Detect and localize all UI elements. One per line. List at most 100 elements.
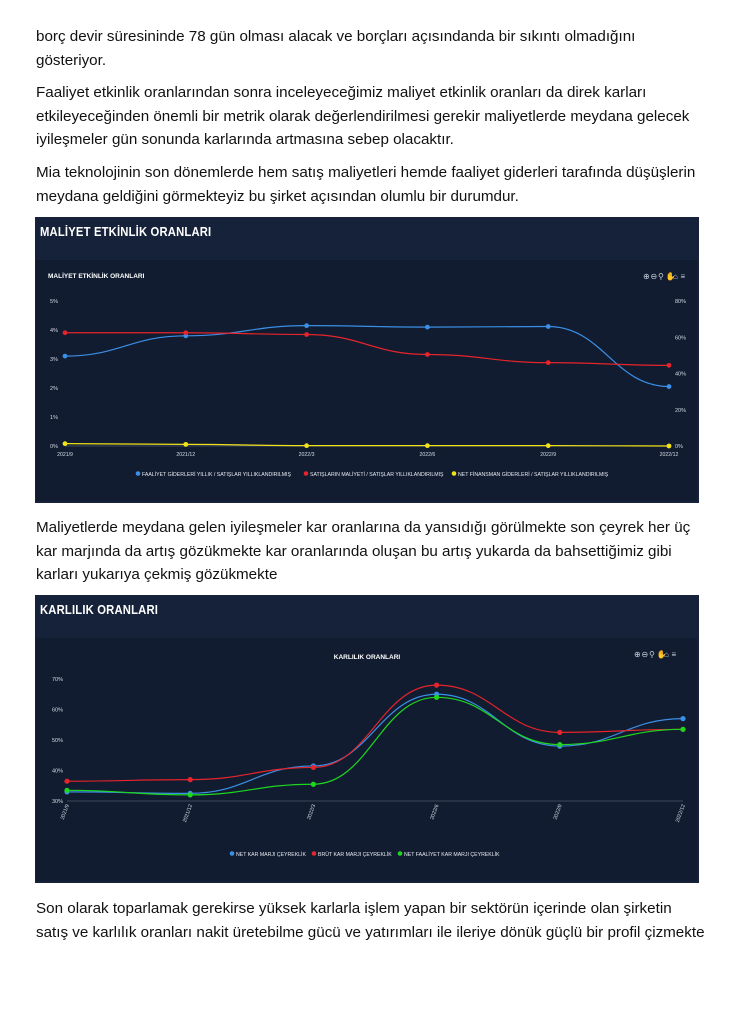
y-tick-label: 70% (52, 677, 63, 683)
chart-title: MALİYET ETKİNLİK ORANLARI (48, 272, 145, 280)
legend-marker (311, 851, 317, 856)
series-line (66, 696, 684, 796)
data-point (666, 362, 672, 368)
x-tick-label: 2022/9 (540, 452, 556, 458)
legend-marker (229, 851, 235, 856)
x-tick-label: 2022/9 (553, 804, 564, 821)
chart-title: KARLILIK ORANLARI (334, 654, 401, 661)
x-tick-label: 2022/3 (299, 452, 315, 458)
data-point (62, 330, 68, 336)
y-left-tick-label: 5% (50, 299, 58, 305)
x-tick-label: 2021/12 (182, 804, 194, 824)
data-point (434, 694, 440, 700)
paragraph-profit-margins: Maliyetlerde meydana gelen iyileşmeler k… (36, 519, 691, 583)
legend-item: NET KAR MARJI ÇEYREKLİK (236, 851, 306, 858)
data-point (557, 729, 563, 735)
paragraph-conclusion: Son olarak toparlamak gerekirse yüksek k… (36, 900, 705, 941)
legend-marker (303, 471, 309, 476)
data-point (304, 443, 309, 449)
paragraph-intro: borç devir süresininde 78 gün olması ala… (36, 28, 636, 69)
cost-efficiency-chart-area: MALİYET ETKİNLİK ORANLARI ⊕ ⊖ ⚲ ✋ ⌂ ≡ 0% 1% 2% 3% 4… (36, 260, 697, 501)
cost-efficiency-panel: MALİYET ETKİNLİK ORANLARI MALİYET ETKİNL… (35, 217, 699, 503)
y-left-tick-label: 2% (50, 386, 58, 392)
profitability-panel-title: KARLILIK ORANLARI (40, 603, 159, 617)
x-tick-label: 2022/12 (660, 452, 679, 458)
y-left-tick-label: 0% (50, 444, 58, 450)
data-point (62, 441, 68, 447)
data-point (183, 441, 189, 447)
data-point (557, 741, 563, 748)
paragraph-cost-decline: Mia teknolojinin son dönemlerde hem satı… (36, 164, 696, 205)
zoom-out-icon: ⊖ (642, 650, 649, 659)
series-line (65, 332, 670, 366)
menu-icon: ≡ (672, 650, 677, 659)
data-point (62, 353, 68, 359)
y-right-tick-label: 20% (675, 408, 686, 414)
data-point (310, 764, 316, 771)
magnifier-icon: ⚲ (658, 272, 664, 281)
profitability-chart: KARLILIK ORANLARI ⊕ ⊖ ⚲ ✋⌂ ≡ 30% 40% 50% 60% 70% 20… (52, 649, 687, 858)
legend-marker (451, 471, 457, 476)
data-point (183, 330, 189, 336)
data-point (666, 443, 672, 449)
data-point (64, 787, 70, 793)
x-tick-label: 2022/12 (675, 804, 687, 824)
legend-item: BRÜT KAR MARJI ÇEYREKLİK (318, 851, 392, 858)
legend-marker (397, 851, 403, 856)
paragraph-cost-efficiency: Faaliyet etkinlik oranlarından sonra inc… (36, 84, 690, 148)
magnifier-icon: ⚲ (649, 650, 655, 659)
x-tick-label: 2022/6 (429, 804, 440, 821)
data-point (425, 352, 430, 357)
series-line (64, 325, 670, 388)
x-tick-label: 2021/9 (60, 804, 71, 821)
series-line (64, 443, 670, 447)
data-point (545, 443, 551, 449)
zoom-in-icon: ⊕ (634, 650, 641, 659)
y-left-tick-label: 1% (50, 415, 58, 421)
y-tick-label: 40% (52, 769, 63, 775)
legend-marker (135, 471, 141, 476)
cost-efficiency-chart: MALİYET ETKİNLİK ORANLARI ⊕ ⊖ ⚲ ✋⌂ ≡ 0% 1% 2% 3% 4… (48, 271, 686, 478)
data-point (666, 384, 672, 389)
data-point (680, 726, 686, 732)
data-point (187, 777, 193, 783)
legend-item: SATIŞLARIN MALİYETİ / SATIŞLAR YILLIKLAN… (310, 471, 444, 478)
data-point (64, 778, 70, 784)
data-point (304, 323, 309, 329)
y-right-tick-label: 60% (675, 335, 686, 341)
y-right-tick-label: 0% (675, 444, 683, 450)
profitability-chart-area: KARLILIK ORANLARI ⊕ ⊖ ⚲ ✋ ⌂ ≡ 30% 40% 50% 60% 70% 20… (36, 638, 697, 881)
pan-hand-icon: ✋ (666, 271, 676, 281)
data-point (187, 792, 193, 798)
legend-item: NET FİNANSMAN GİDERLERİ / SATIŞLAR YILLI… (458, 471, 609, 478)
legend-item: FAALİYET GİDERLERİ YILLIK / SATIŞLAR YIL… (142, 471, 291, 478)
y-right-tick-label: 40% (675, 372, 686, 378)
zoom-in-icon: ⊕ (643, 272, 650, 281)
y-right-tick-label: 80% (675, 299, 686, 305)
legend-item: NET FAALİYET KAR MARJI ÇEYREKLİK (404, 851, 500, 858)
zoom-out-icon: ⊖ (651, 272, 658, 281)
data-point (425, 443, 430, 449)
y-left-tick-label: 3% (50, 357, 58, 363)
y-left-tick-label: 4% (50, 328, 58, 334)
pan-hand-icon: ✋ (657, 649, 667, 659)
x-tick-label: 2021/12 (176, 452, 195, 458)
x-tick-label: 2021/9 (57, 452, 73, 458)
data-point (304, 332, 309, 337)
cost-efficiency-panel-title: MALİYET ETKİNLİK ORANLARI (40, 225, 212, 239)
y-tick-label: 50% (52, 738, 63, 744)
series-line (66, 693, 684, 794)
data-point (310, 781, 316, 787)
x-tick-label: 2022/3 (306, 804, 317, 821)
data-point (434, 682, 440, 688)
y-tick-label: 30% (52, 799, 63, 805)
menu-icon: ≡ (681, 272, 686, 281)
home-icon: ⌂ (664, 650, 669, 659)
data-point (425, 324, 430, 330)
data-point (545, 324, 551, 329)
series-line (66, 684, 684, 782)
y-tick-label: 60% (52, 708, 63, 714)
data-point (545, 360, 551, 366)
data-point (680, 716, 686, 722)
x-tick-label: 2022/6 (419, 452, 435, 458)
